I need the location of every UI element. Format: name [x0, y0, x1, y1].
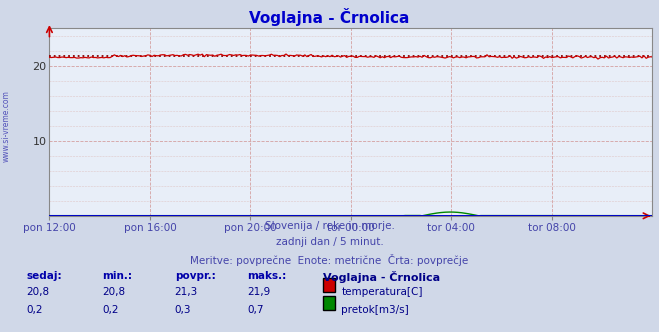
Text: 0,2: 0,2 — [26, 305, 43, 315]
Text: Voglajna - Črnolica: Voglajna - Črnolica — [323, 271, 440, 283]
Text: Voglajna - Črnolica: Voglajna - Črnolica — [249, 8, 410, 26]
Text: 20,8: 20,8 — [102, 287, 125, 297]
Text: maks.:: maks.: — [247, 271, 287, 281]
Text: pretok[m3/s]: pretok[m3/s] — [341, 305, 409, 315]
Text: temperatura[C]: temperatura[C] — [341, 287, 423, 297]
Text: 0,7: 0,7 — [247, 305, 264, 315]
Text: Slovenija / reke in morje.: Slovenija / reke in morje. — [264, 221, 395, 231]
Text: povpr.:: povpr.: — [175, 271, 215, 281]
Text: min.:: min.: — [102, 271, 132, 281]
Text: 20,8: 20,8 — [26, 287, 49, 297]
Text: 21,9: 21,9 — [247, 287, 270, 297]
Text: 0,3: 0,3 — [175, 305, 191, 315]
Text: 21,3: 21,3 — [175, 287, 198, 297]
Text: 0,2: 0,2 — [102, 305, 119, 315]
Text: www.si-vreme.com: www.si-vreme.com — [2, 90, 11, 162]
Text: Meritve: povprečne  Enote: metrične  Črta: povprečje: Meritve: povprečne Enote: metrične Črta:… — [190, 254, 469, 266]
Text: zadnji dan / 5 minut.: zadnji dan / 5 minut. — [275, 237, 384, 247]
Text: sedaj:: sedaj: — [26, 271, 62, 281]
